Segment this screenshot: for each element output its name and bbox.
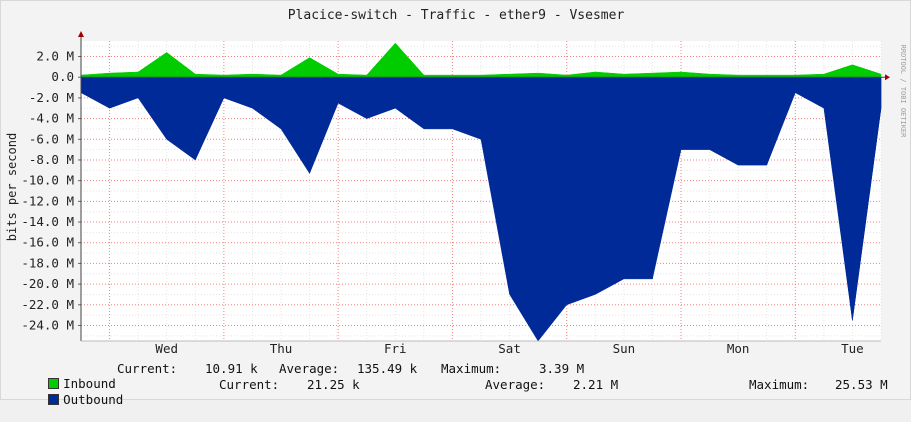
x-tick-label: Thu [270, 341, 293, 356]
x-tick-labels: Wed Thu Fri Sat Sun Mon Tue [155, 341, 863, 356]
x-tick-label: Wed [155, 341, 178, 356]
series-outbound-peak-area [80, 76, 882, 342]
watermark: RRDTOOL / TOBI OETIKER [899, 45, 907, 139]
inbound-maximum-label: Maximum: [441, 361, 502, 376]
axes [78, 31, 890, 342]
y-tick-label: -4.0 M [29, 111, 74, 126]
y-tick-label: -18.0 M [21, 255, 74, 270]
inbound-swatch [48, 378, 60, 389]
y-tick-label: -8.0 M [29, 152, 74, 167]
y-tick-label: -2.0 M [29, 90, 74, 105]
outbound-maximum-value: 25.53 M [835, 377, 888, 392]
x-tick-label: Mon [727, 341, 750, 356]
x-axis-arrow [885, 74, 890, 81]
inbound-average-label: Average: [279, 361, 340, 376]
y-tick-label: -14.0 M [21, 214, 74, 229]
y-tick-label: 2.0 M [36, 49, 74, 64]
graph-frame: Placice-switch - Traffic - ether9 - Vses… [0, 0, 911, 407]
y-tick-label: -10.0 M [21, 173, 74, 188]
y-tick-label: -20.0 M [21, 276, 74, 291]
chart-title: Placice-switch - Traffic - ether9 - Vses… [288, 8, 625, 23]
outbound-current-label: Current: [219, 377, 280, 392]
y-tick-label: 0.0 [51, 69, 74, 84]
x-tick-label: Sun [613, 341, 636, 356]
y-axis-arrow [78, 31, 84, 37]
inbound-average-value: 135.49 k [357, 361, 418, 376]
outbound-maximum-label: Maximum: [749, 377, 810, 392]
y-tick-label: -22.0 M [21, 297, 74, 312]
outbound-average-value: 2.21 M [573, 377, 619, 392]
y-tick-labels: 2.0 M 0.0 -2.0 M -4.0 M -6.0 M -8.0 M -10.0 M -… [21, 49, 74, 333]
inbound-current-label: Current: [117, 361, 178, 376]
traffic-chart: Placice-switch - Traffic - ether9 - Vses… [5, 8, 907, 356]
outbound-average-label: Average: [485, 377, 546, 392]
y-tick-label: -24.0 M [21, 317, 74, 332]
inbound-current-value: 10.91 k [205, 361, 258, 376]
inbound-label: Inbound [63, 376, 116, 391]
y-tick-label: -6.0 M [29, 131, 74, 146]
y-axis-label: bits per second [5, 133, 19, 241]
series-layer [80, 42, 882, 342]
outbound-current-value: 21.25 k [307, 377, 360, 392]
y-tick-label: -12.0 M [21, 193, 74, 208]
y-tick-label: -16.0 M [21, 235, 74, 250]
series-inbound-area [80, 42, 882, 78]
legend-inbound: Inbound [18, 361, 143, 406]
x-tick-label: Fri [384, 341, 407, 356]
inbound-maximum-value: 3.39 M [539, 361, 585, 376]
series-outbound-area [80, 76, 882, 342]
x-tick-label: Sat [498, 341, 521, 356]
x-tick-label: Tue [841, 341, 864, 356]
